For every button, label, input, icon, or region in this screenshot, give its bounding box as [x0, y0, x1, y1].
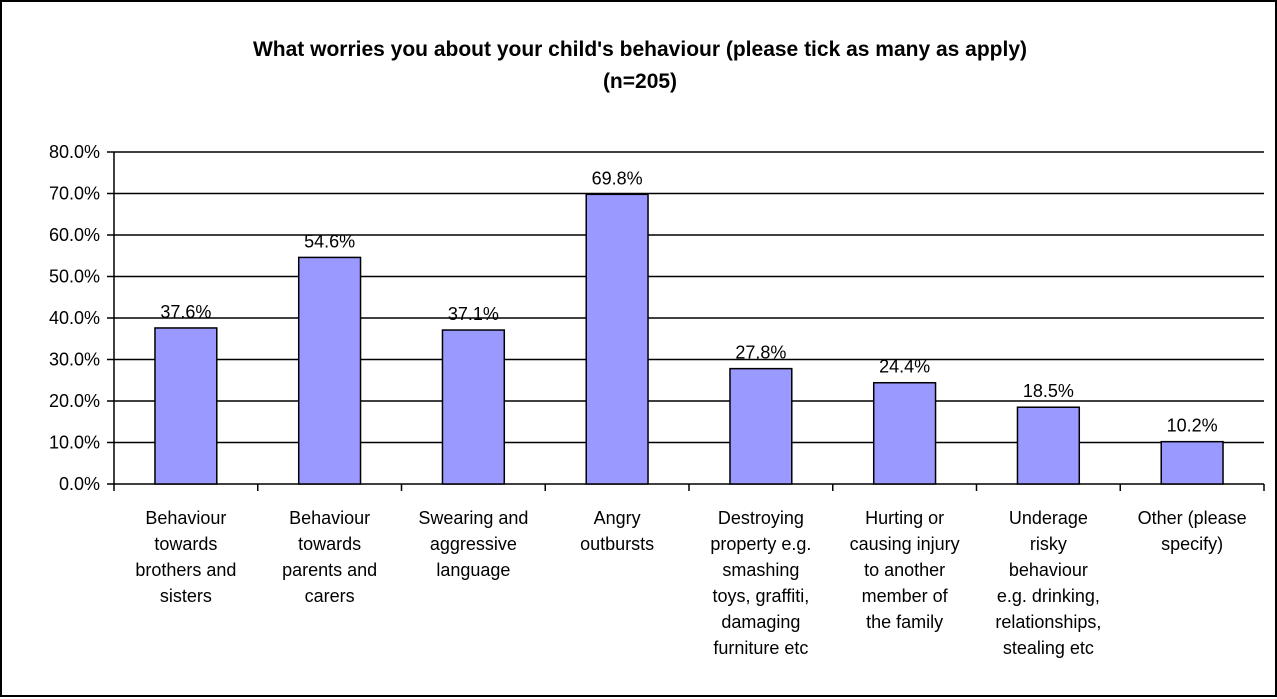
y-tick-label: 70.0% [49, 184, 100, 204]
data-label: 27.8% [735, 343, 786, 363]
bar [154, 327, 218, 485]
data-labels: 37.6% 54.6% 37.1% 69.8% 27.8% 24.4% 18.5% 10.2% [160, 168, 1217, 435]
category-label: Hurting or causing injury to another member… [850, 508, 960, 632]
data-label: 10.2% [1167, 416, 1218, 436]
category-label: Other (please specify) [1138, 508, 1247, 554]
category-label: Destroying property e.g. smashing toys, gra… [710, 508, 811, 658]
category-label: Angry outbursts [580, 508, 654, 554]
bars [154, 193, 1224, 485]
data-label: 37.6% [160, 302, 211, 322]
data-label: 69.8% [592, 168, 643, 188]
axes: 0.0% 10.0% 20.0% 30.0% 40.0% 50.0% 60.0% 70.0% 8… [49, 142, 1265, 494]
bar [585, 193, 649, 485]
y-tick-label: 30.0% [49, 350, 100, 370]
y-tick-label: 20.0% [49, 391, 100, 411]
y-tick-label: 0.0% [59, 474, 100, 494]
data-label: 24.4% [879, 357, 930, 377]
category-label: Underage risky behaviour e.g. drinking, rela… [995, 508, 1101, 658]
chart-subtitle: (n=205) [603, 70, 677, 93]
data-label: 18.5% [1023, 381, 1074, 401]
bar [297, 256, 362, 485]
category-labels: Behaviour towards brothers and sisters Behav… [135, 508, 1246, 658]
chart-title: What worries you about your child's beha… [253, 38, 1027, 61]
y-tick-label: 40.0% [49, 308, 100, 328]
bar [872, 381, 937, 485]
bar [729, 367, 793, 485]
data-label: 37.1% [448, 304, 499, 324]
bar [1160, 440, 1224, 485]
data-label: 54.6% [304, 231, 355, 251]
category-label: Behaviour towards parents and carers [282, 508, 377, 606]
y-tick-label: 10.0% [49, 433, 100, 453]
category-label: Swearing and aggressive language [418, 508, 528, 580]
y-tick-label: 50.0% [49, 267, 100, 287]
y-tick-label: 60.0% [49, 225, 100, 245]
gridlines [114, 151, 1264, 444]
bar [441, 329, 506, 485]
category-label: Behaviour towards brothers and sisters [135, 508, 236, 606]
bar [1016, 406, 1081, 485]
y-tick-label: 80.0% [49, 142, 100, 162]
